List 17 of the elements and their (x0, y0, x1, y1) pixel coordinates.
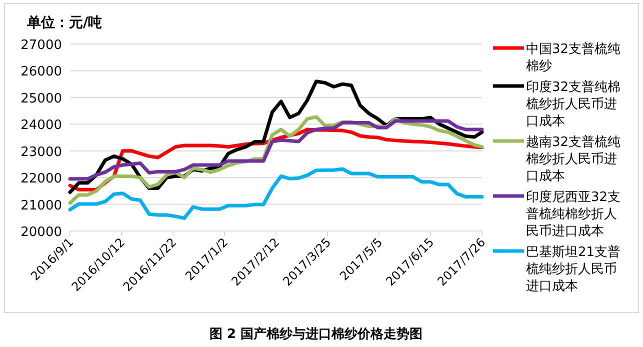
y-axis-title: 单位：元/吨 (26, 15, 102, 31)
y-tick-label: 20000 (20, 225, 62, 240)
line-series (68, 119, 484, 181)
legend-label: 印度32支普纯棉梳纱折人民币进口成本 (526, 79, 621, 129)
y-tick-label: 27000 (20, 38, 62, 53)
y-tick-label: 22000 (20, 172, 62, 187)
legend-label: 印度尼西亚32支普梳纯棉纱折人民币进口成本 (526, 189, 621, 239)
y-tick-label: 23000 (20, 144, 62, 160)
y-tick-label: 26000 (20, 64, 62, 80)
legend-label: 巴基斯坦21支普梳纯纱折人民币进口成本 (526, 244, 621, 294)
y-tick-label: 25000 (20, 91, 62, 106)
y-tick-label: 21000 (20, 198, 62, 214)
y-tick-label: 24000 (20, 118, 62, 134)
legend-label: 中国32支普梳纯棉纱 (526, 41, 621, 74)
text: 图 2 国产棉纱与进口棉纱价格走势图 (209, 326, 423, 342)
legend-label: 越南32支普梳纯棉纱折人民币进口成本 (526, 134, 621, 184)
line-series (68, 167, 484, 220)
